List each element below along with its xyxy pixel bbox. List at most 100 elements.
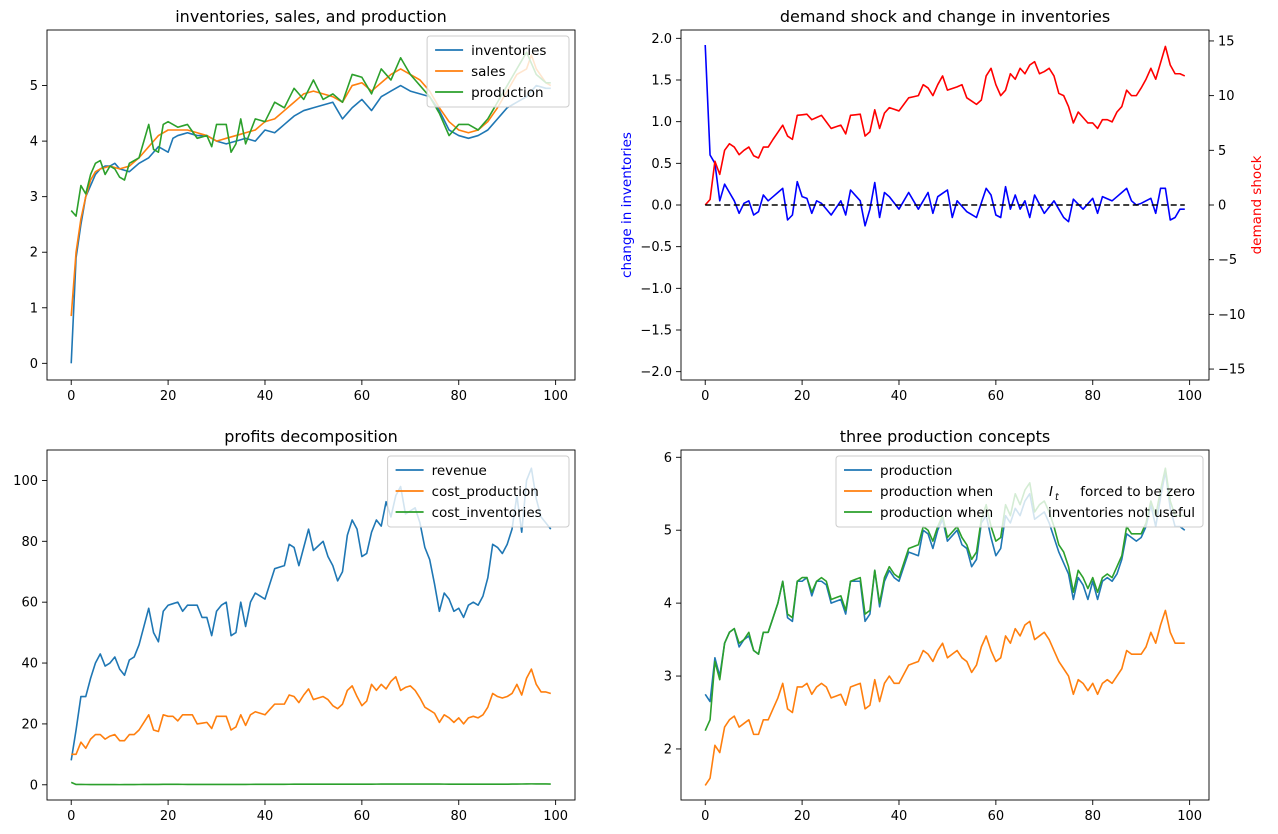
x-tick-label: 0 xyxy=(701,809,709,824)
chart-title: inventories, sales, and production xyxy=(175,7,447,26)
y-tick-label: 1.5 xyxy=(651,74,672,89)
y2-tick-label: 10 xyxy=(1218,89,1235,104)
x-tick-label: 100 xyxy=(1177,389,1202,404)
series-line-production xyxy=(70,51,551,217)
series-group xyxy=(70,467,552,786)
series-line-production-when-it-forced-to-be-zero xyxy=(704,609,1185,786)
y-tick-label: 4 xyxy=(664,597,672,612)
series-line-demand-shock xyxy=(704,45,1186,206)
legend-label: cost_production xyxy=(432,484,539,500)
chart-title: profits decomposition xyxy=(224,427,398,446)
legend-label: production xyxy=(471,85,543,101)
chart-title: demand shock and change in inventories xyxy=(780,7,1110,26)
y-tick-label: 5 xyxy=(664,524,672,539)
legend-box xyxy=(835,455,1204,528)
y-tick-label: 5 xyxy=(30,79,38,94)
y-tick-label: 100 xyxy=(13,474,38,489)
legend-math-sub: t xyxy=(1055,492,1060,503)
y-tick-label: 0 xyxy=(30,357,38,372)
chart-panel-4: three production concepts 0 20 40 60 80 100 2 3 4… xyxy=(664,427,1210,824)
y2-axis-label: demand shock xyxy=(1249,155,1265,254)
y2-tick-label: −10 xyxy=(1218,308,1245,323)
series-group xyxy=(70,51,552,364)
y2-tick-label: 0 xyxy=(1218,199,1226,214)
chart-panel-3: profits decomposition 0 20 40 60 80 100 0 20 40 60… xyxy=(13,427,576,824)
x-tick-label: 60 xyxy=(354,389,371,404)
x-tick-label: 20 xyxy=(794,389,811,404)
y-tick-label: 4 xyxy=(30,135,38,150)
y-tick-label: 3 xyxy=(664,670,672,685)
plot-frame xyxy=(46,29,576,381)
legend-label: production xyxy=(880,463,953,479)
legend: inventories sales production xyxy=(426,35,570,108)
y2-tick-label: 5 xyxy=(1218,144,1226,159)
series-line-cost-inventories xyxy=(70,781,551,786)
legend-label: inventories xyxy=(471,43,546,59)
x-tick-label: 20 xyxy=(160,809,177,824)
y-tick-label: 2.0 xyxy=(651,32,672,47)
x-tick-label: 80 xyxy=(450,389,467,404)
plot-frame xyxy=(680,449,1210,801)
legend-label: production when xyxy=(880,505,993,521)
x-tick-label: 100 xyxy=(1177,809,1202,824)
x-tick-label: 40 xyxy=(257,389,274,404)
x-tick-label: 80 xyxy=(450,809,467,824)
legend-box xyxy=(387,455,570,528)
series-group xyxy=(704,44,1186,227)
legend-box xyxy=(426,35,570,108)
x-tick-label: 40 xyxy=(257,809,274,824)
y-tick-label: 0.0 xyxy=(651,199,672,214)
y-tick-label: −2.0 xyxy=(640,365,672,380)
x-tick-label: 60 xyxy=(988,389,1005,404)
legend-math: I xyxy=(1049,484,1053,500)
x-tick-label: 40 xyxy=(891,809,908,824)
legend-label: sales xyxy=(471,64,505,80)
y-tick-label: 0 xyxy=(30,778,38,793)
x-tick-label: 0 xyxy=(701,389,709,404)
series-line-inventories xyxy=(70,84,551,364)
x-tick-label: 100 xyxy=(543,389,568,404)
legend-label: cost_inventories xyxy=(432,505,542,521)
y-tick-label: 6 xyxy=(664,451,672,466)
x-tick-label: 20 xyxy=(160,389,177,404)
x-tick-label: 100 xyxy=(543,809,568,824)
x-tick-label: 0 xyxy=(67,389,75,404)
y-tick-label: 3 xyxy=(30,190,38,205)
y-tick-label: 20 xyxy=(21,717,38,732)
legend-label-suffix: forced to be zero xyxy=(1080,484,1195,500)
y-tick-label: 80 xyxy=(21,535,38,550)
y2-tick-label: −15 xyxy=(1218,363,1245,378)
legend-label: production when xyxy=(880,484,993,500)
y-tick-label: 40 xyxy=(21,657,38,672)
x-tick-label: 40 xyxy=(891,389,908,404)
series-line-sales xyxy=(70,54,552,317)
y2-tick-label: 15 xyxy=(1218,34,1235,49)
y-tick-label: 0.5 xyxy=(651,157,672,172)
y-tick-label: 60 xyxy=(21,596,38,611)
y-tick-label: 2 xyxy=(664,742,672,757)
series-line-change-in-inventories xyxy=(704,44,1185,227)
series-line-revenue xyxy=(70,467,552,761)
y-tick-label: −1.0 xyxy=(640,282,672,297)
chart-title: three production concepts xyxy=(840,427,1051,446)
y-tick-label: 2 xyxy=(30,246,38,261)
legend: revenue cost_production cost_inventories xyxy=(387,455,570,528)
y2-tick-label: −5 xyxy=(1218,253,1237,268)
series-line-cost-production xyxy=(71,668,552,756)
x-tick-label: 60 xyxy=(988,809,1005,824)
plot-frame xyxy=(46,449,576,801)
y-tick-label: 1 xyxy=(30,301,38,316)
legend-label: revenue xyxy=(432,463,487,479)
legend-label-suffix: inventories not useful xyxy=(1048,505,1195,521)
x-tick-label: 80 xyxy=(1084,389,1101,404)
y-axis-label: change in inventories xyxy=(619,132,635,278)
y-tick-label: −0.5 xyxy=(640,240,672,255)
chart-panel-2: demand shock and change in inventories 0 2… xyxy=(619,7,1265,404)
x-tick-label: 20 xyxy=(794,809,811,824)
y-tick-label: −1.5 xyxy=(640,324,672,339)
y-tick-label: 1.0 xyxy=(651,115,672,130)
plot-frame xyxy=(680,29,1210,381)
